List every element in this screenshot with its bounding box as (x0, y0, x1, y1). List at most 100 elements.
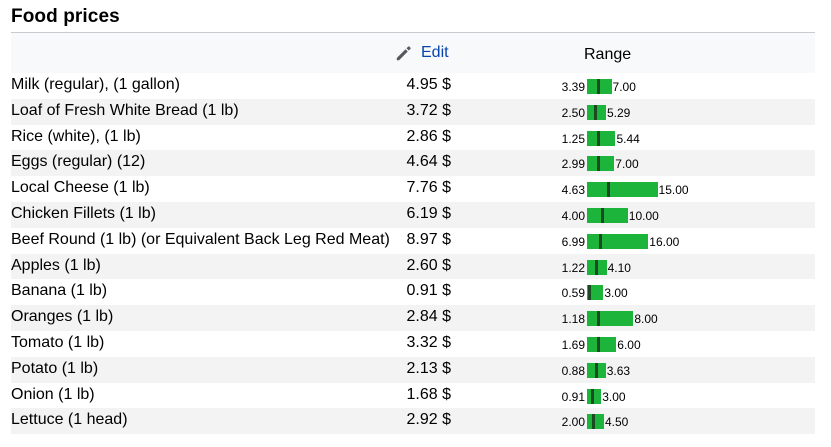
item-price: 7.76 $ (406, 179, 451, 197)
item-price: 6.19 $ (406, 204, 451, 222)
item-price: 2.86 $ (406, 127, 451, 145)
item-price: 2.60 $ (406, 256, 451, 274)
average-marker (607, 182, 611, 198)
range-max: 3.00 (602, 389, 626, 404)
range-bar (587, 182, 658, 198)
range-min: 0.59 (561, 286, 585, 301)
item-price: 1.68 $ (406, 385, 451, 403)
range-bar (587, 104, 606, 120)
range-max: 8.00 (634, 312, 658, 327)
item-name: Tomato (1 lb) (11, 333, 105, 351)
item-name: Potato (1 lb) (11, 359, 99, 377)
average-marker (596, 79, 600, 94)
average-marker (594, 362, 598, 378)
range-min: 1.22 (561, 260, 585, 275)
item-price: 8.97 $ (406, 230, 451, 248)
average-marker (596, 130, 600, 146)
table-row: Lettuce (1 head) 2.92 $ 2.00 4.50 (11, 408, 815, 435)
range-bar (587, 414, 604, 430)
average-marker (597, 336, 601, 352)
range-max: 4.10 (607, 260, 631, 275)
range-min: 4.63 (561, 183, 585, 198)
item-name: Rice (white), (1 lb) (11, 127, 141, 145)
average-marker (600, 207, 604, 223)
range-bar (587, 233, 649, 249)
table-row: Milk (regular), (1 gallon) 4.95 $ 3.39 7.00 (11, 73, 815, 99)
range-max: 3.00 (604, 286, 628, 301)
range-min: 1.18 (561, 312, 585, 327)
average-marker (599, 233, 603, 249)
range-bar (587, 156, 615, 172)
item-name: Beef Round (1 lb) (or Equivalent Back Le… (11, 230, 390, 248)
table-row: Chicken Fillets (1 lb) 6.19 $ 4.00 10.00 (11, 201, 815, 228)
table-row: Oranges (1 lb) 2.84 $ 1.18 8.00 (11, 305, 815, 331)
item-name: Eggs (regular) (12) (11, 153, 146, 171)
edit-label: Edit (421, 44, 449, 61)
range-max: 5.44 (616, 131, 640, 146)
range-column-header: Range (584, 46, 632, 63)
range-max: 5.29 (606, 105, 631, 120)
range-min: 0.88 (561, 363, 585, 378)
range-min: 1.25 (561, 131, 585, 146)
range-bar (587, 79, 612, 94)
item-name: Loaf of Fresh White Bread (1 lb) (11, 101, 239, 119)
average-marker (592, 414, 596, 430)
item-price: 4.95 $ (406, 76, 451, 93)
average-marker (588, 285, 592, 301)
range-min: 2.99 (561, 157, 585, 172)
item-name: Local Cheese (1 lb) (11, 179, 150, 197)
range-max: 16.00 (649, 234, 680, 249)
item-price: 4.64 $ (406, 153, 451, 171)
range-bar (587, 388, 602, 404)
average-marker (591, 388, 595, 404)
range-bar (587, 336, 617, 352)
table-row: Eggs (regular) (12) 4.64 $ 2.99 7.00 (11, 150, 815, 177)
item-name: Oranges (1 lb) (11, 308, 114, 326)
range-bar (587, 362, 606, 378)
range-bar (587, 130, 616, 146)
food-prices-table: Edit Range Milk (regular), (1 gallon) 4.9… (11, 32, 815, 435)
table-row: Beef Round (1 lb) (or Equivalent Back Le… (11, 228, 815, 254)
table-row: Onion (1 lb) 1.68 $ 0.91 3.00 (11, 383, 815, 409)
range-min: 2.00 (561, 415, 585, 430)
item-name: Banana (1 lb) (11, 282, 108, 300)
table-row: Apples (1 lb) 2.60 $ 1.22 4.10 (11, 253, 815, 280)
range-bar (587, 311, 634, 327)
range-min: 3.39 (561, 80, 585, 94)
range-min: 1.69 (561, 337, 585, 352)
range-max: 6.00 (617, 337, 641, 352)
range-min: 2.50 (561, 105, 585, 120)
item-price: 3.72 $ (406, 101, 451, 119)
table-row: Local Cheese (1 lb) 7.76 $ 4.63 15.00 (11, 176, 815, 202)
item-price: 0.91 $ (406, 282, 451, 300)
average-marker (597, 311, 601, 327)
table-row: Banana (1 lb) 0.91 $ 0.59 3.00 (11, 279, 815, 305)
pencil-icon (396, 46, 411, 61)
range-min: 0.91 (561, 389, 585, 404)
range-min: 6.99 (561, 234, 585, 249)
item-name: Lettuce (1 head) (11, 411, 128, 429)
range-max: 4.50 (605, 415, 629, 430)
table-row: Tomato (1 lb) 3.32 $ 1.69 6.00 (11, 331, 815, 357)
item-price: 2.13 $ (406, 359, 451, 377)
range-min: 4.00 (561, 208, 585, 223)
table-row: Potato (1 lb) 2.13 $ 0.88 3.63 (11, 356, 815, 383)
range-max: 7.00 (612, 80, 636, 94)
table-body: Milk (regular), (1 gallon) 4.95 $ 3.39 7.00… (11, 73, 815, 435)
item-name: Apples (1 lb) (11, 256, 101, 274)
table-header: Edit Range (11, 32, 815, 73)
table-row: Rice (white), (1 lb) 2.86 $ 1.25 5.44 (11, 125, 815, 151)
edit-button[interactable]: Edit (395, 44, 449, 62)
range-max: 3.63 (606, 363, 631, 378)
section-title: Food prices (11, 6, 120, 27)
range-max: 10.00 (628, 208, 659, 223)
item-price: 2.92 $ (406, 411, 451, 429)
average-marker (597, 156, 601, 172)
range-max: 7.00 (615, 157, 639, 172)
average-marker (595, 259, 599, 275)
range-max: 15.00 (658, 183, 689, 198)
item-price: 2.84 $ (406, 308, 451, 326)
average-marker (594, 104, 598, 120)
item-name: Chicken Fillets (1 lb) (11, 204, 156, 222)
range-bar (587, 207, 628, 223)
